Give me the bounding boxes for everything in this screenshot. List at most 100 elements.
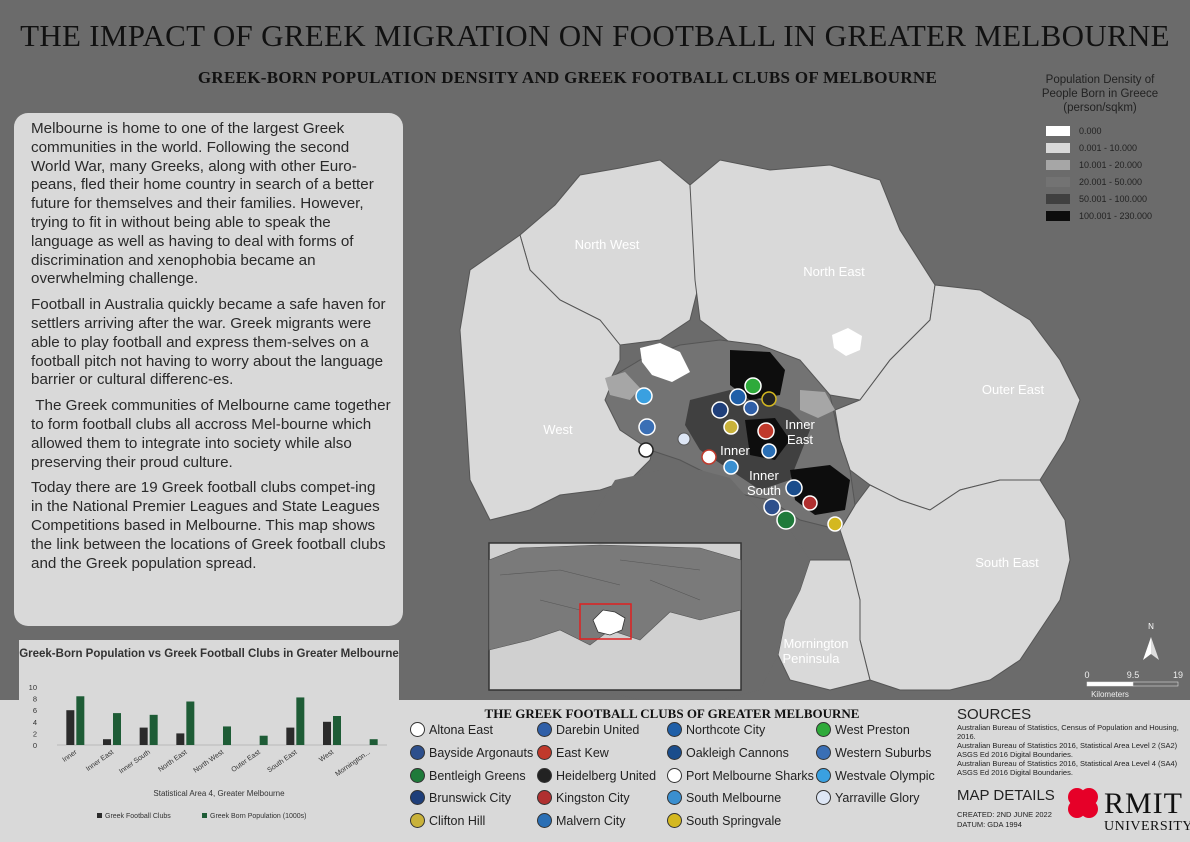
club-badge-icon bbox=[537, 745, 552, 760]
marker-brunswick-city[interactable] bbox=[711, 401, 729, 419]
marker-altona-east[interactable] bbox=[638, 442, 654, 458]
club-badge-icon bbox=[667, 745, 682, 760]
x-tick-label: Inner East bbox=[85, 749, 115, 773]
club-name: Brunswick City bbox=[429, 790, 511, 805]
bar-population bbox=[223, 726, 231, 745]
marker-east-kew[interactable] bbox=[757, 422, 775, 440]
densest-north bbox=[730, 350, 785, 400]
bar-population bbox=[259, 735, 268, 745]
club-name: Heidelberg United bbox=[556, 768, 657, 783]
scale-bar: 0 9.5 19 Kilometers bbox=[1084, 670, 1183, 699]
x-axis-label: Statistical Area 4, Greater Melbourne bbox=[153, 789, 285, 798]
club-name: Bentleigh Greens bbox=[429, 768, 526, 783]
club-badge-icon bbox=[667, 813, 682, 828]
marker-darebin-united[interactable] bbox=[743, 400, 759, 416]
club-item: Brunswick City bbox=[410, 790, 511, 805]
legend-title: Population Density of People Born in Gre… bbox=[1041, 74, 1159, 114]
bar-clubs bbox=[323, 721, 331, 745]
club-name: Oakleigh Cannons bbox=[686, 745, 789, 760]
club-name: Yarraville Glory bbox=[835, 790, 920, 805]
rmit-university-text: UNIVERSITY bbox=[1104, 819, 1190, 834]
club-name: West Preston bbox=[835, 722, 910, 737]
bar-clubs bbox=[66, 710, 75, 745]
club-badge-icon bbox=[537, 813, 552, 828]
y-tick-label: 8 bbox=[33, 695, 37, 704]
x-tick-label: Mornington... bbox=[334, 749, 372, 778]
inset-extent-box bbox=[579, 603, 632, 640]
sources-section: SOURCES Australian Bureau of Statistics,… bbox=[957, 706, 1182, 777]
north-label: N bbox=[1148, 622, 1154, 631]
club-badge-icon bbox=[537, 790, 552, 805]
legend-label: Greek Football Clubs bbox=[105, 813, 171, 820]
legend-label: 50.001 - 100.000 bbox=[1079, 193, 1148, 204]
club-name: Bayside Argonauts bbox=[429, 745, 534, 760]
legend-label: 10.001 - 20.000 bbox=[1079, 159, 1143, 170]
created-date: CREATED: 2ND JUNE 2022 bbox=[957, 810, 1052, 819]
marker-heidelberg-united[interactable] bbox=[761, 391, 777, 407]
club-badge-icon bbox=[816, 768, 831, 783]
marker-northcote-city[interactable] bbox=[729, 388, 747, 406]
intro-paragraph-3: The Greek communities of Melbourne came … bbox=[31, 397, 395, 471]
club-item: Yarraville Glory bbox=[816, 790, 920, 805]
white-patch-2 bbox=[832, 328, 862, 356]
bar-population bbox=[76, 696, 85, 745]
legend-swatch bbox=[1046, 159, 1070, 170]
marker-malvern-city[interactable] bbox=[761, 443, 777, 459]
scale-tick-1: 9.5 bbox=[1127, 670, 1140, 680]
scale-tick-0: 0 bbox=[1084, 670, 1089, 680]
y-tick-label: 4 bbox=[33, 718, 37, 727]
club-name: Darebin United bbox=[556, 722, 640, 737]
marker-port-melbourne-sharks[interactable] bbox=[701, 449, 717, 465]
marker-kingston-city[interactable] bbox=[802, 495, 818, 511]
marker-bentleigh-greens[interactable] bbox=[776, 510, 796, 530]
sources-title: SOURCES bbox=[957, 706, 1032, 723]
marker-bayside-argonauts[interactable] bbox=[763, 498, 781, 516]
legend-row: 0.000 bbox=[1030, 122, 1170, 139]
label-west: West bbox=[543, 422, 573, 437]
x-tick-label: Inner bbox=[61, 749, 79, 764]
club-name: Altona East bbox=[429, 722, 493, 737]
map-details-title: MAP DETAILS bbox=[957, 787, 1055, 804]
y-tick-label: 0 bbox=[33, 741, 37, 750]
label-north-east: North East bbox=[803, 264, 865, 279]
club-name: Western Suburbs bbox=[835, 745, 932, 760]
club-item: Oakleigh Cannons bbox=[667, 745, 789, 760]
marker-westvale-olympic[interactable] bbox=[635, 387, 653, 405]
rmit-logo-icon bbox=[1068, 788, 1098, 818]
club-badge-icon bbox=[410, 813, 425, 828]
club-item: Darebin United bbox=[537, 722, 639, 737]
club-item: Malvern City bbox=[537, 813, 625, 828]
legend-swatch bbox=[1046, 193, 1070, 204]
legend-label: Greek Born Population (1000s) bbox=[210, 813, 307, 820]
club-name: Northcote City bbox=[686, 722, 766, 737]
scale-tick-2: 19 bbox=[1173, 670, 1183, 680]
region-south-east[interactable] bbox=[839, 479, 1071, 691]
marker-western-suburbs[interactable] bbox=[638, 418, 656, 436]
label-mornington-1: Mornington bbox=[783, 636, 848, 651]
datum: DATUM: GDA 1994 bbox=[957, 820, 1022, 829]
north-arrow-icon: N bbox=[1143, 622, 1159, 660]
density-legend: Population Density of People Born in Gre… bbox=[1030, 73, 1170, 224]
club-name: Port Melbourne Sharks bbox=[686, 768, 814, 783]
marker-south-springvale[interactable] bbox=[827, 516, 843, 532]
club-item: South Springvale bbox=[667, 813, 781, 828]
club-item: Westvale Olympic bbox=[816, 768, 935, 783]
y-tick-label: 10 bbox=[29, 683, 37, 692]
x-tick-label: West bbox=[318, 749, 335, 764]
intro-text-box: Melbourne is home to one of the largest … bbox=[14, 113, 403, 626]
club-item: Heidelberg United bbox=[537, 768, 656, 783]
intro-paragraph-1: Melbourne is home to one of the largest … bbox=[31, 120, 374, 288]
page-subtitle: GREEK-BORN POPULATION DENSITY AND GREEK … bbox=[197, 68, 938, 87]
marker-oakleigh-cannons[interactable] bbox=[785, 479, 803, 497]
marker-west-preston[interactable] bbox=[744, 377, 762, 395]
club-name: Malvern City bbox=[556, 813, 626, 828]
bar-clubs bbox=[286, 727, 295, 745]
club-item: Clifton Hill bbox=[410, 813, 485, 828]
bar-clubs bbox=[139, 727, 148, 745]
marker-yarraville-glory[interactable] bbox=[677, 432, 691, 446]
club-item: Bayside Argonauts bbox=[410, 745, 533, 760]
club-badge-icon bbox=[667, 722, 682, 737]
marker-south-melbourne[interactable] bbox=[723, 459, 739, 475]
marker-clifton-hill[interactable] bbox=[723, 419, 739, 435]
